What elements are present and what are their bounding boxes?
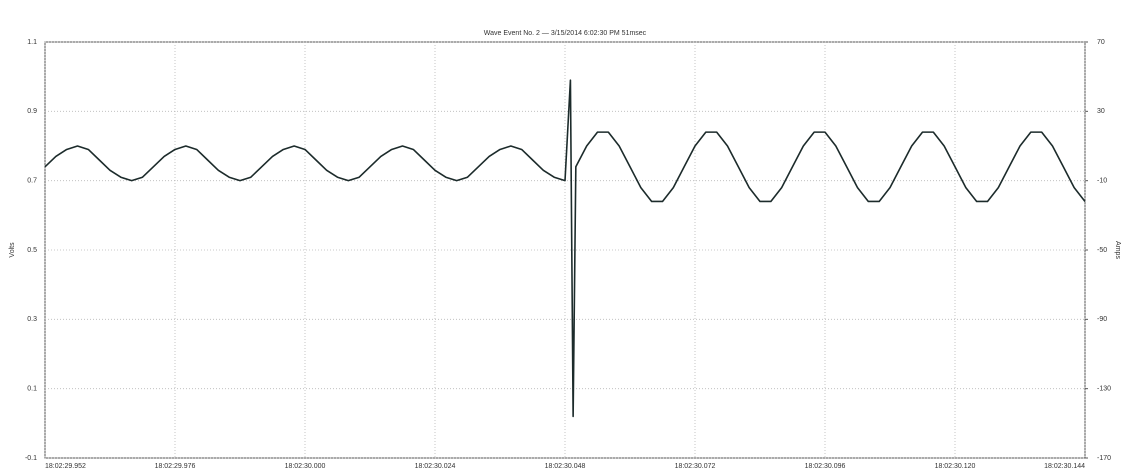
x-tick-label: 18:02:29.952 <box>45 463 86 470</box>
y2-tick-label: -170 <box>1097 455 1111 462</box>
y-tick-label: 0.1 <box>27 386 37 393</box>
x-tick-label: 18:02:30.000 <box>285 463 326 470</box>
y-tick-label: 1.1 <box>27 39 37 46</box>
x-tick-label: 18:02:30.096 <box>805 463 846 470</box>
y-tick-label: -0.1 <box>25 455 37 462</box>
y2-tick-label: -10 <box>1097 178 1107 185</box>
y2-tick-label: 70 <box>1097 39 1105 46</box>
x-tick-label: 18:02:29.976 <box>155 463 196 470</box>
y-axis-label: Volts <box>9 242 16 258</box>
x-tick-label: 18:02:30.072 <box>675 463 716 470</box>
y-tick-label: 0.3 <box>27 316 37 323</box>
y2-tick-label: -130 <box>1097 386 1111 393</box>
chart-title: Wave Event No. 2 — 3/15/2014 6:02:30 PM … <box>484 30 647 37</box>
y2-tick-label: -90 <box>1097 316 1107 323</box>
y-tick-label: 0.7 <box>27 178 37 185</box>
y2-tick-label: 30 <box>1097 108 1105 115</box>
y-tick-label: 0.5 <box>27 247 37 254</box>
x-tick-label: 18:02:30.048 <box>545 463 586 470</box>
x-tick-label: 18:02:30.120 <box>935 463 976 470</box>
y-tick-label: 0.9 <box>27 108 37 115</box>
data-line <box>44 79 1086 418</box>
x-tick-label: 18:02:30.144 <box>1044 463 1085 470</box>
y2-axis-label: Amps <box>1114 241 1121 259</box>
y2-tick-label: -50 <box>1097 247 1107 254</box>
x-tick-label: 18:02:30.024 <box>415 463 456 470</box>
